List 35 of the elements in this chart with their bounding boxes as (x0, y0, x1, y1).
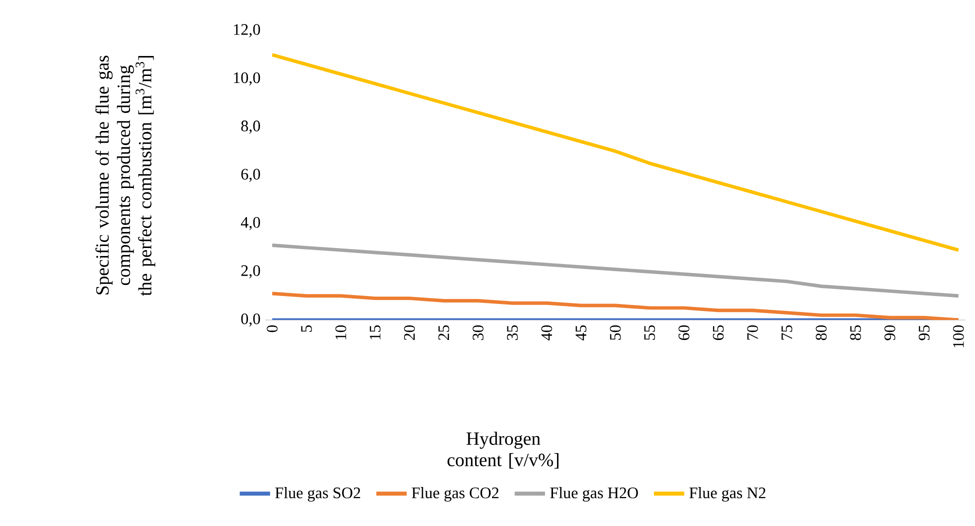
x-tick-label: 50 (610, 325, 621, 340)
y-tick-label: 0,0 (241, 313, 260, 327)
y-tick-label: 6,0 (241, 168, 260, 182)
x-tick-label: 40 (541, 325, 552, 340)
y-tick-label: 12,0 (234, 24, 260, 38)
x-tick-label: 30 (472, 325, 484, 340)
y-tick-label: 8,0 (241, 120, 260, 134)
line-series (270, 292, 960, 320)
x-tick-label: 85 (850, 325, 861, 340)
x-tick-label: 60 (678, 325, 690, 340)
x-tick-label: 75 (782, 325, 792, 340)
x-tick-label: 15 (370, 325, 380, 340)
legend-label: Flue gas N2 (689, 487, 766, 502)
x-tick-label: 45 (576, 325, 586, 340)
legend-label: Flue gas CO2 (412, 487, 498, 502)
x-tick-label: 0 (266, 325, 278, 332)
legend-label: Flue gas SO2 (275, 487, 360, 502)
y-tick-label: 2,0 (241, 265, 260, 278)
x-tick-label: 80 (816, 325, 827, 340)
x-tick-label: 35 (507, 325, 518, 340)
x-tick-label: 55 (644, 325, 655, 340)
x-tick-label: 70 (747, 325, 758, 340)
x-tick-label: 95 (918, 325, 930, 340)
x-tick-label: 10 (335, 325, 346, 340)
x-tick-label: 20 (404, 325, 415, 340)
legend-label: Flue gas H2O (550, 487, 638, 502)
y-axis-title: Specific volume of the flue gas components produced during the perfect combustion [m$^{3}$/m$^{3}$] (95, 56, 156, 296)
x-tick-label: 100 (953, 325, 964, 348)
x-tick-label: 90 (884, 325, 896, 340)
y-tick-label: 4,0 (240, 217, 260, 230)
x-tick-label: 65 (712, 325, 724, 340)
y-tick-label: 10,0 (234, 72, 260, 86)
x-axis-title: Hydrogen content [v/v%] (448, 432, 558, 469)
x-tick-label: 5 (301, 325, 312, 332)
x-tick-label: 25 (438, 325, 450, 340)
